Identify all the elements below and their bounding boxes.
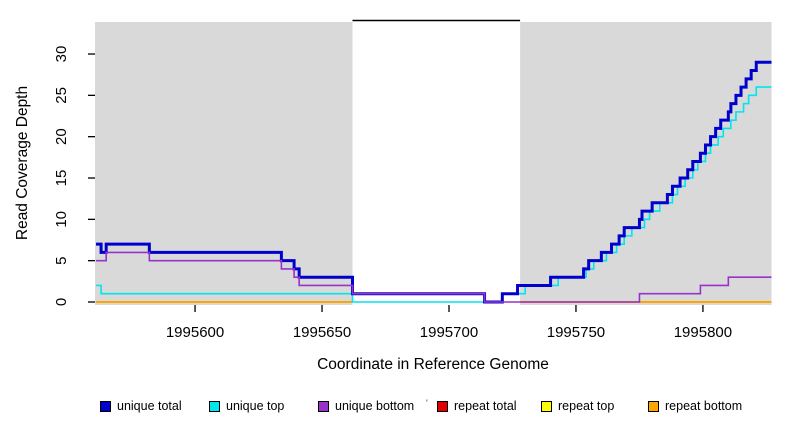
x-tick-label: 1995800 — [674, 324, 732, 341]
legend: unique total unique top unique bottom repea… — [0, 398, 792, 422]
legend-label: unique top — [226, 399, 285, 413]
y-tick-label: 20 — [53, 128, 70, 145]
legend-swatch-icon — [541, 401, 552, 412]
legend-label: repeat top — [558, 399, 615, 413]
x-axis: 1995600 1995650 1995700 1995750 1995800 — [166, 305, 732, 341]
series-line-unique-bottom — [96, 251, 772, 303]
x-axis-title: Coordinate in Reference Genome — [317, 356, 549, 373]
y-tick-label: 30 — [53, 46, 70, 63]
x-tick-label: 1995600 — [166, 324, 224, 341]
y-tick-label: 0 — [53, 298, 70, 306]
x-tick-label: 1995650 — [293, 324, 351, 341]
y-tick-label: 15 — [53, 170, 70, 187]
legend-swatch-icon — [648, 401, 659, 412]
series-line-unique-total — [96, 60, 772, 304]
legend-label: unique total — [117, 399, 182, 413]
legend-label: repeat bottom — [665, 399, 743, 413]
y-tick-label: 10 — [53, 211, 70, 228]
y-tick-label: 25 — [53, 87, 70, 104]
repeat-region-left — [95, 22, 353, 305]
legend-label: repeat total — [454, 399, 517, 413]
legend-swatch-icon — [437, 401, 448, 412]
legend-swatch-icon — [100, 401, 111, 412]
y-tick-label: 5 — [53, 256, 70, 264]
series-lines — [96, 60, 772, 304]
y-axis-title: Read Coverage Depth — [14, 86, 31, 240]
legend-stray-mark: ' — [426, 398, 428, 408]
legend-swatch-icon — [318, 401, 329, 412]
repeat-region-right — [520, 22, 772, 305]
legend-swatch-icon — [209, 401, 220, 412]
y-axis: 0 5 10 15 20 25 30 — [53, 46, 95, 306]
legend-label: unique bottom — [335, 399, 415, 413]
x-tick-label: 1995700 — [420, 324, 478, 341]
background-regions — [95, 22, 772, 305]
x-tick-label: 1995750 — [547, 324, 605, 341]
